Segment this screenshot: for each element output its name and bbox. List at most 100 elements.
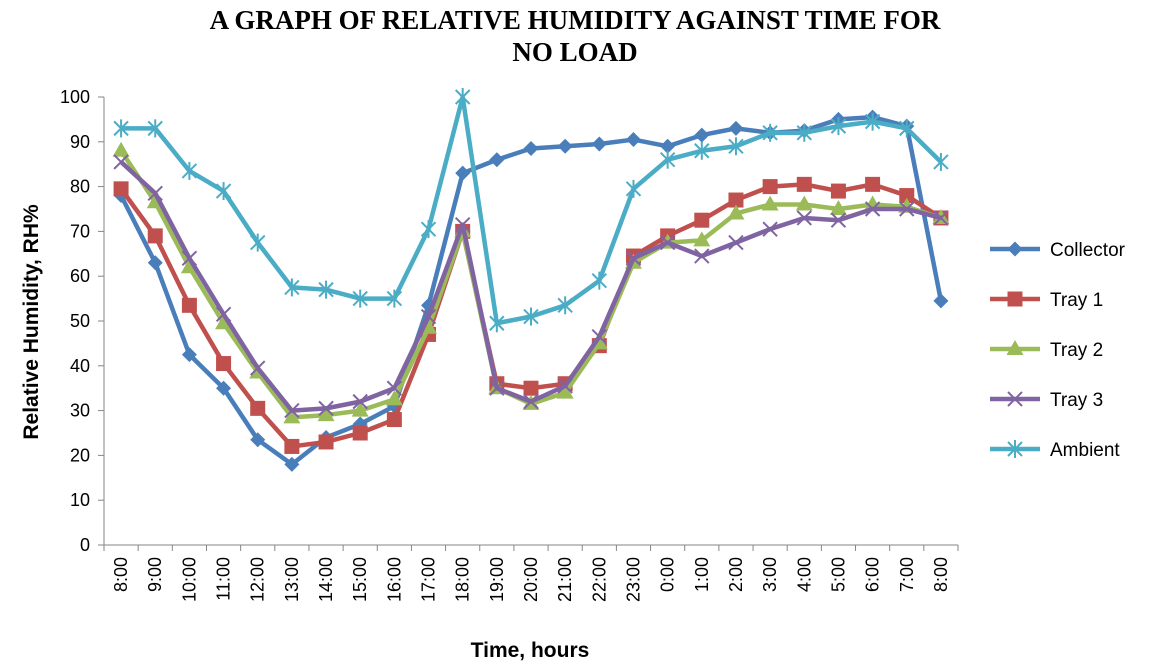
x-tick-label: 8:00 [931, 557, 951, 592]
marker-stroke [147, 185, 163, 202]
data-point-ambient [215, 182, 232, 201]
data-point-ambient [933, 152, 949, 171]
marker-stroke [523, 393, 539, 410]
legend-item-ambient: Ambient [990, 440, 1120, 461]
data-point-tray-2 [283, 408, 301, 424]
data-point-tray-3 [489, 380, 505, 396]
x-tick-label: 8:00 [111, 557, 131, 592]
marker-stroke [284, 402, 300, 419]
series-tray-3 [113, 154, 949, 419]
data-point-ambient [420, 220, 437, 239]
data-point-tray-2 [112, 141, 130, 157]
marker-stroke [694, 248, 710, 264]
data-point-tray-3 [454, 216, 471, 233]
data-point-ambient [489, 314, 505, 333]
data-point-collector [216, 380, 232, 396]
data-point-tray-1 [899, 188, 915, 204]
data-point-ambient [352, 289, 368, 308]
data-point-tray-1 [694, 212, 710, 228]
x-tick-label: 15:00 [350, 557, 370, 602]
data-point-tray-3 [933, 210, 949, 226]
legend-marker [1007, 241, 1023, 257]
marker-stroke [625, 250, 642, 266]
data-point-tray-1 [216, 356, 232, 372]
marker-stroke [352, 393, 368, 410]
y-axis-title: Relative Humidity, RH% [20, 204, 43, 440]
x-tick-label: 1:00 [692, 557, 712, 592]
legend-marker [1007, 440, 1023, 458]
marker-stroke [762, 221, 778, 237]
data-point-tray-3 [250, 360, 266, 376]
y-tick-label: 60 [70, 266, 90, 286]
data-point-ambient [796, 123, 812, 142]
data-point-ambient [728, 137, 744, 156]
series-ambient [113, 88, 949, 333]
legend-item-tray-1: Tray 1 [990, 290, 1103, 311]
marker-stroke [659, 234, 676, 251]
data-point-collector [489, 152, 505, 168]
data-point-collector [625, 132, 641, 148]
data-point-tray-1 [386, 412, 402, 428]
data-point-ambient [181, 161, 198, 180]
data-point-tray-1 [523, 380, 539, 396]
series-layer [112, 88, 950, 472]
data-point-collector [523, 141, 539, 157]
marker-stroke [557, 378, 573, 394]
data-point-tray-3 [523, 393, 539, 410]
marker-stroke [591, 328, 608, 345]
data-point-tray-2 [795, 195, 813, 211]
data-point-collector [455, 165, 471, 181]
data-point-tray-2 [556, 383, 574, 399]
data-point-tray-1 [762, 179, 778, 195]
x-tick-label: 16:00 [384, 557, 404, 602]
data-point-tray-3 [181, 250, 198, 266]
data-point-ambient [523, 307, 539, 326]
data-point-ambient [557, 296, 573, 315]
data-point-tray-3 [352, 393, 368, 410]
legend-marker [1007, 291, 1023, 307]
y-tick-label: 30 [70, 401, 90, 421]
chart-title-line-1: A GRAPH OF RELATIVE HUMIDITY AGAINST TIM… [209, 5, 941, 35]
data-point-ambient [762, 123, 778, 142]
y-tick-label: 90 [70, 132, 90, 152]
y-tick-label: 20 [70, 445, 90, 465]
data-point-tray-1 [796, 176, 812, 192]
marker-stroke [796, 210, 812, 226]
x-tick-label: 23:00 [623, 557, 643, 602]
marker-stroke [386, 380, 403, 396]
marker-stroke [1007, 391, 1023, 407]
legend-label: Ambient [1050, 440, 1120, 461]
data-point-tray-2 [351, 401, 369, 417]
data-point-tray-2 [385, 390, 403, 406]
data-point-tray-3 [694, 248, 710, 264]
data-point-tray-1 [250, 400, 266, 416]
data-point-collector [284, 456, 300, 472]
data-point-tray-3 [420, 308, 437, 325]
x-tick-label: 6:00 [863, 557, 883, 592]
data-point-tray-3 [864, 201, 881, 217]
data-point-collector [557, 138, 573, 154]
marker-stroke [181, 250, 198, 266]
data-point-tray-2 [693, 231, 711, 247]
x-tick-label: 18:00 [453, 557, 473, 602]
legend-item-collector: Collector [990, 240, 1126, 261]
data-point-tray-2 [727, 204, 745, 220]
chart-title: A GRAPH OF RELATIVE HUMIDITY AGAINST TIM… [0, 4, 1150, 68]
data-point-tray-3 [899, 201, 915, 217]
legend-marker [1007, 391, 1023, 407]
data-point-tray-2 [317, 406, 335, 422]
series-line-collector [119, 114, 944, 467]
x-tick-label: 2:00 [726, 557, 746, 592]
x-tick-label: 19:00 [487, 557, 507, 602]
marker-stroke [215, 306, 232, 322]
series-line-ambient [121, 94, 943, 326]
data-point-collector [250, 432, 266, 448]
data-point-ambient [284, 278, 300, 297]
chart-title-line-2: NO LOAD [512, 37, 638, 67]
legend-item-tray-3: Tray 3 [990, 390, 1103, 411]
legend: Collector Tray 1 Tray 2 Tray 3 Ambient [990, 240, 1126, 461]
data-point-collector [694, 127, 710, 143]
data-point-tray-3 [284, 402, 300, 419]
data-point-ambient [113, 119, 129, 138]
x-tick-label: 22:00 [589, 557, 609, 602]
